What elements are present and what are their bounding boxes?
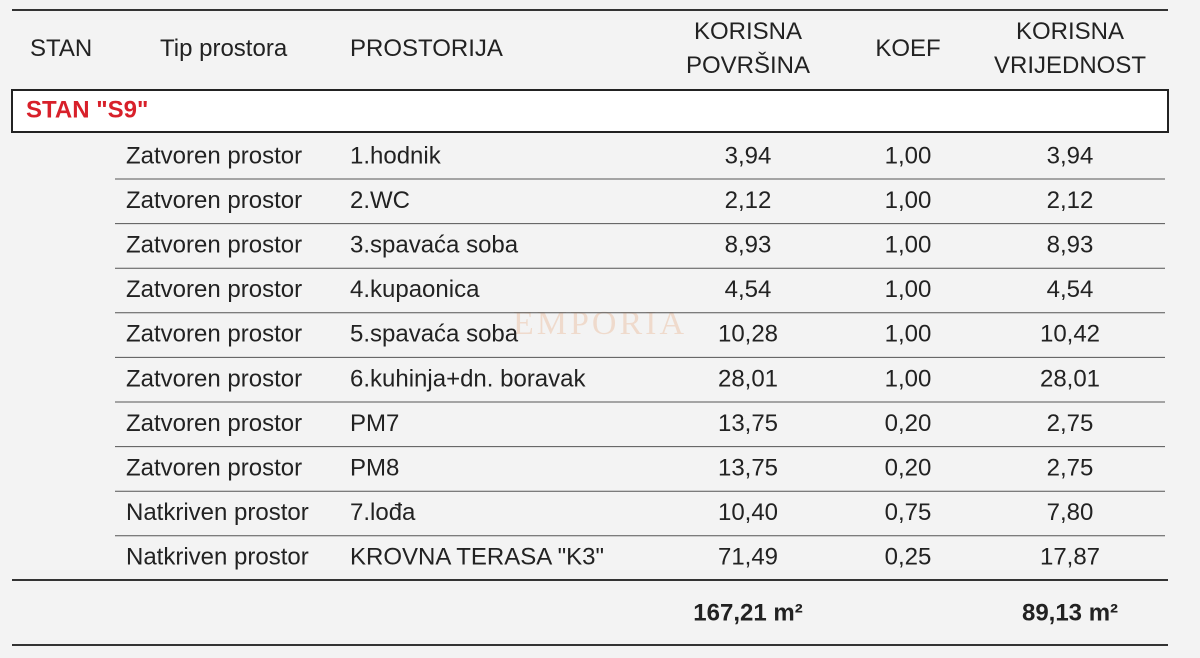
cell: 1,00 bbox=[885, 187, 932, 214]
total: 167,21 m² bbox=[693, 599, 802, 626]
cell: 0,20 bbox=[885, 410, 932, 437]
cell: Zatvoren prostor bbox=[126, 455, 302, 482]
cell: 10,28 bbox=[718, 321, 778, 348]
section-title: STAN "S9" bbox=[26, 96, 148, 123]
cell: 6.kuhinja+dn. boravak bbox=[350, 365, 587, 392]
header-line: Tip prostora bbox=[160, 35, 288, 62]
cell: Zatvoren prostor bbox=[126, 321, 302, 348]
cell: 0,25 bbox=[885, 544, 932, 571]
cell: 10,42 bbox=[1040, 321, 1100, 348]
cell: 2,12 bbox=[725, 187, 772, 214]
cell: 1,00 bbox=[885, 276, 932, 303]
cell: 4,54 bbox=[725, 276, 772, 303]
cell: 3.spavaća soba bbox=[350, 232, 519, 259]
header-line: PROSTORIJA bbox=[350, 35, 503, 62]
cell: 7.lođa bbox=[350, 499, 416, 526]
cell: 13,75 bbox=[718, 455, 778, 482]
header-cell: KORISNA VRIJEDNOST bbox=[994, 18, 1146, 79]
cell: 3,94 bbox=[1047, 142, 1094, 169]
header-line: POVRŠINA bbox=[686, 51, 810, 79]
cell: 3,94 bbox=[725, 142, 772, 169]
header-line: VRIJEDNOST bbox=[994, 52, 1146, 79]
cell: 4,54 bbox=[1047, 276, 1094, 303]
cell: PM7 bbox=[350, 410, 399, 437]
cell: 28,01 bbox=[718, 365, 778, 392]
cell: 1,00 bbox=[885, 365, 932, 392]
cell: 1,00 bbox=[885, 232, 932, 259]
cell: 1,00 bbox=[885, 321, 932, 348]
cell: 1.hodnik bbox=[350, 142, 442, 169]
header-cell: KORISNA POVRŠINA bbox=[686, 18, 810, 79]
cell: 8,93 bbox=[725, 232, 772, 259]
cell: 2,12 bbox=[1047, 187, 1094, 214]
cell: Natkriven prostor bbox=[126, 499, 309, 526]
cell: Zatvoren prostor bbox=[126, 142, 302, 169]
header-cell: STAN bbox=[30, 35, 92, 62]
cell: 2,75 bbox=[1047, 455, 1094, 482]
cell: PM8 bbox=[350, 455, 399, 482]
cell: Zatvoren prostor bbox=[126, 365, 302, 392]
cell: 10,40 bbox=[718, 499, 778, 526]
section-box bbox=[11, 89, 1169, 133]
cell: 8,93 bbox=[1047, 232, 1094, 259]
cell: Zatvoren prostor bbox=[126, 410, 302, 437]
cell: 28,01 bbox=[1040, 365, 1100, 392]
cell: 5.spavaća soba bbox=[350, 321, 519, 348]
header-line: STAN bbox=[30, 35, 92, 62]
watermark: EMPORIA bbox=[513, 305, 687, 342]
cell: 7,80 bbox=[1047, 499, 1094, 526]
cell: 1,00 bbox=[885, 142, 932, 169]
cell: 71,49 bbox=[718, 544, 778, 571]
cell: Zatvoren prostor bbox=[126, 276, 302, 303]
cell: Zatvoren prostor bbox=[126, 232, 302, 259]
cell: 2,75 bbox=[1047, 410, 1094, 437]
cell: Zatvoren prostor bbox=[126, 187, 302, 214]
cell: 0,20 bbox=[885, 455, 932, 482]
header-cell: PROSTORIJA bbox=[350, 35, 503, 62]
header-line: KORISNA bbox=[1016, 18, 1124, 45]
cell: 2.WC bbox=[350, 187, 410, 214]
header-line: KORISNA bbox=[694, 18, 802, 45]
header-cell: KOEF bbox=[875, 35, 940, 62]
cell: KROVNA TERASA "K3" bbox=[350, 544, 604, 571]
header-line: KOEF bbox=[875, 35, 940, 62]
total: 89,13 m² bbox=[1022, 599, 1118, 626]
cell: 17,87 bbox=[1040, 544, 1100, 571]
cell: 0,75 bbox=[885, 499, 932, 526]
cell: 13,75 bbox=[718, 410, 778, 437]
cell: Natkriven prostor bbox=[126, 544, 309, 571]
cell: 4.kupaonica bbox=[350, 276, 480, 303]
header-cell: Tip prostora bbox=[160, 35, 288, 62]
